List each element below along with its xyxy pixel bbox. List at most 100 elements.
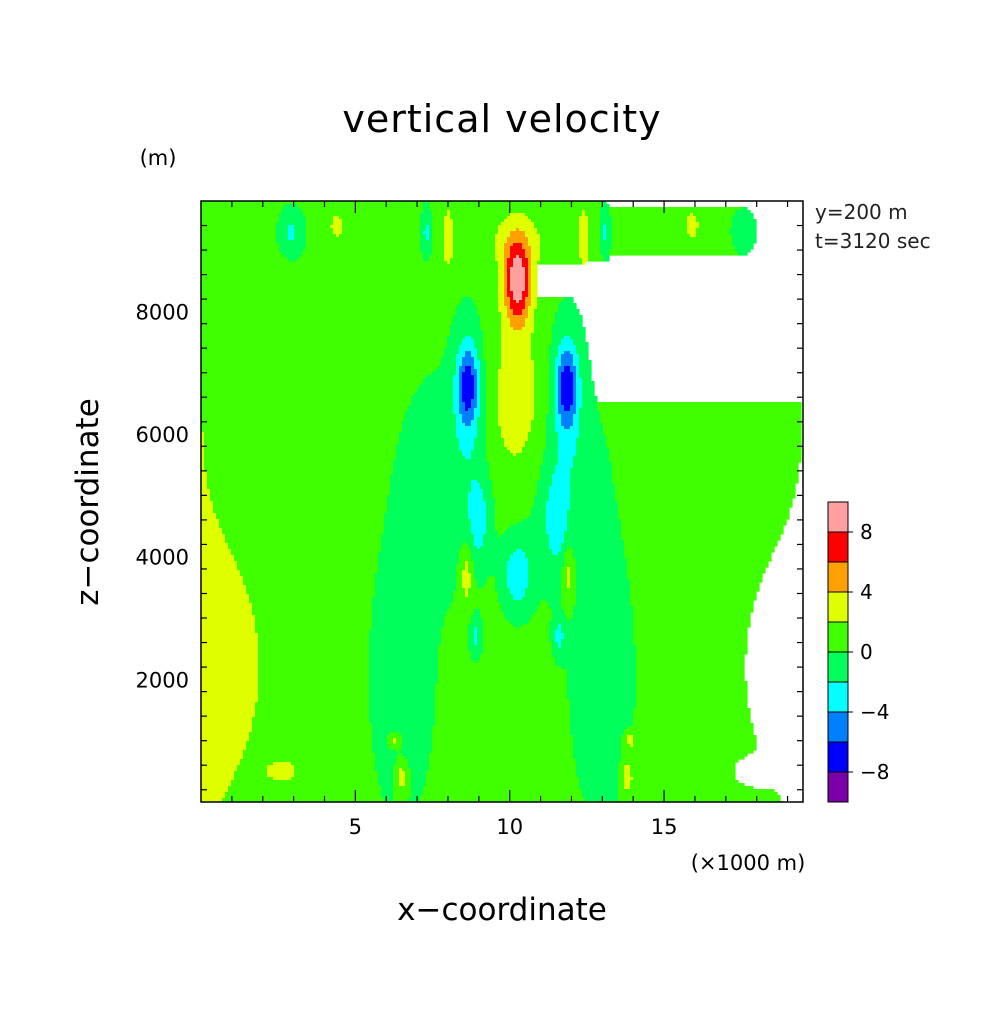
- contour-cell: [468, 561, 475, 565]
- contour-cell: [474, 570, 508, 574]
- contour-cell: [504, 276, 508, 280]
- contour-cell: [201, 660, 259, 664]
- contour-cell: [555, 426, 565, 430]
- contour-cell: [627, 735, 634, 739]
- contour-cell: [480, 414, 487, 418]
- contour-cell: [411, 789, 424, 793]
- contour-cell: [201, 579, 244, 583]
- contour-cell: [201, 555, 235, 559]
- contour-cell: [453, 234, 496, 238]
- contour-cell: [204, 462, 394, 466]
- contour-cell: [306, 246, 421, 250]
- contour-cell: [540, 252, 580, 256]
- contour-cell: [492, 495, 535, 499]
- contour-cell: [201, 738, 250, 742]
- contour-cell: [306, 237, 421, 241]
- contour-cell: [381, 537, 475, 541]
- contour-cell: [567, 528, 622, 532]
- contour-cell: [369, 678, 439, 682]
- contour-cell: [549, 498, 571, 502]
- contour-cell: [522, 243, 529, 247]
- contour-cell: [201, 516, 217, 520]
- contour-cell: [453, 249, 496, 253]
- contour-cell: [480, 396, 487, 400]
- contour-cell: [471, 522, 487, 526]
- contour-cell: [450, 324, 481, 328]
- contour-cell: [618, 504, 793, 508]
- contour-cell: [486, 453, 514, 457]
- contour-cell: [558, 432, 580, 436]
- contour-cell: [249, 738, 373, 742]
- contour-cell: [564, 636, 634, 640]
- contour-cell: [561, 600, 577, 604]
- contour-cell: [567, 522, 622, 526]
- contour-cell: [372, 615, 445, 619]
- contour-cell: [732, 225, 757, 229]
- contour-cell: [201, 498, 211, 502]
- contour-cell: [201, 540, 226, 544]
- contour-cell: [393, 462, 490, 466]
- contour-cell: [393, 468, 490, 472]
- contour-cell: [297, 204, 424, 208]
- contour-cell: [561, 339, 574, 343]
- contour-cell: [381, 543, 463, 547]
- contour-cell: [504, 288, 508, 292]
- contour-cell: [570, 426, 580, 430]
- contour-cell: [390, 483, 472, 487]
- contour-cell: [567, 582, 571, 586]
- contour-cell: [579, 366, 592, 370]
- contour-cell: [255, 627, 373, 631]
- contour-cell: [570, 468, 613, 472]
- contour-cell: [498, 291, 505, 295]
- contour-cell: [459, 348, 478, 352]
- contour-cell: [564, 531, 622, 535]
- contour-cell: [333, 231, 343, 235]
- contour-cell: [621, 528, 784, 532]
- contour-cell: [420, 795, 583, 799]
- contour-cell: [513, 453, 517, 457]
- contour-cell: [477, 405, 481, 409]
- contour-cell: [552, 327, 586, 331]
- contour-cell: [600, 213, 610, 217]
- contour-cell: [258, 681, 370, 685]
- contour-cell: [480, 327, 502, 331]
- contour-cell: [258, 690, 370, 694]
- contour-cell: [504, 264, 508, 268]
- contour-cell: [564, 561, 577, 565]
- contour-cell: [480, 390, 487, 394]
- contour-cell: [552, 552, 559, 556]
- plot-frame: [200, 200, 804, 803]
- contour-cell: [423, 258, 430, 262]
- contour-cell: [585, 210, 601, 214]
- contour-cell: [393, 792, 412, 796]
- contour-cell: [474, 414, 481, 418]
- contour-cell: [486, 507, 496, 511]
- contour-cell: [459, 561, 466, 565]
- contour-cell: [579, 243, 589, 247]
- contour-cell: [555, 402, 559, 406]
- contour-cell: [561, 546, 568, 550]
- contour-cell: [459, 345, 475, 349]
- contour-cell: [246, 591, 376, 595]
- contour-cell: [573, 735, 622, 739]
- contour-cell: [252, 726, 373, 730]
- contour-cell: [510, 276, 526, 280]
- contour-cell: [561, 573, 568, 577]
- contour-cell: [489, 465, 541, 469]
- contour-cell: [501, 312, 508, 316]
- contour-cell: [597, 402, 802, 406]
- contour-cell: [252, 717, 370, 721]
- contour-cell: [369, 645, 439, 649]
- contour-cell: [474, 339, 484, 343]
- contour-cell: [576, 564, 628, 568]
- contour-cell: [561, 387, 574, 391]
- contour-cell: [552, 609, 565, 613]
- x-tick-label: 15: [651, 815, 678, 839]
- contour-cell: [582, 378, 592, 382]
- contour-cell: [564, 537, 622, 541]
- contour-cell: [429, 231, 433, 235]
- contour-cell: [474, 537, 484, 541]
- contour-cell: [390, 747, 403, 751]
- x-axis-label: x−coordinate: [397, 892, 607, 928]
